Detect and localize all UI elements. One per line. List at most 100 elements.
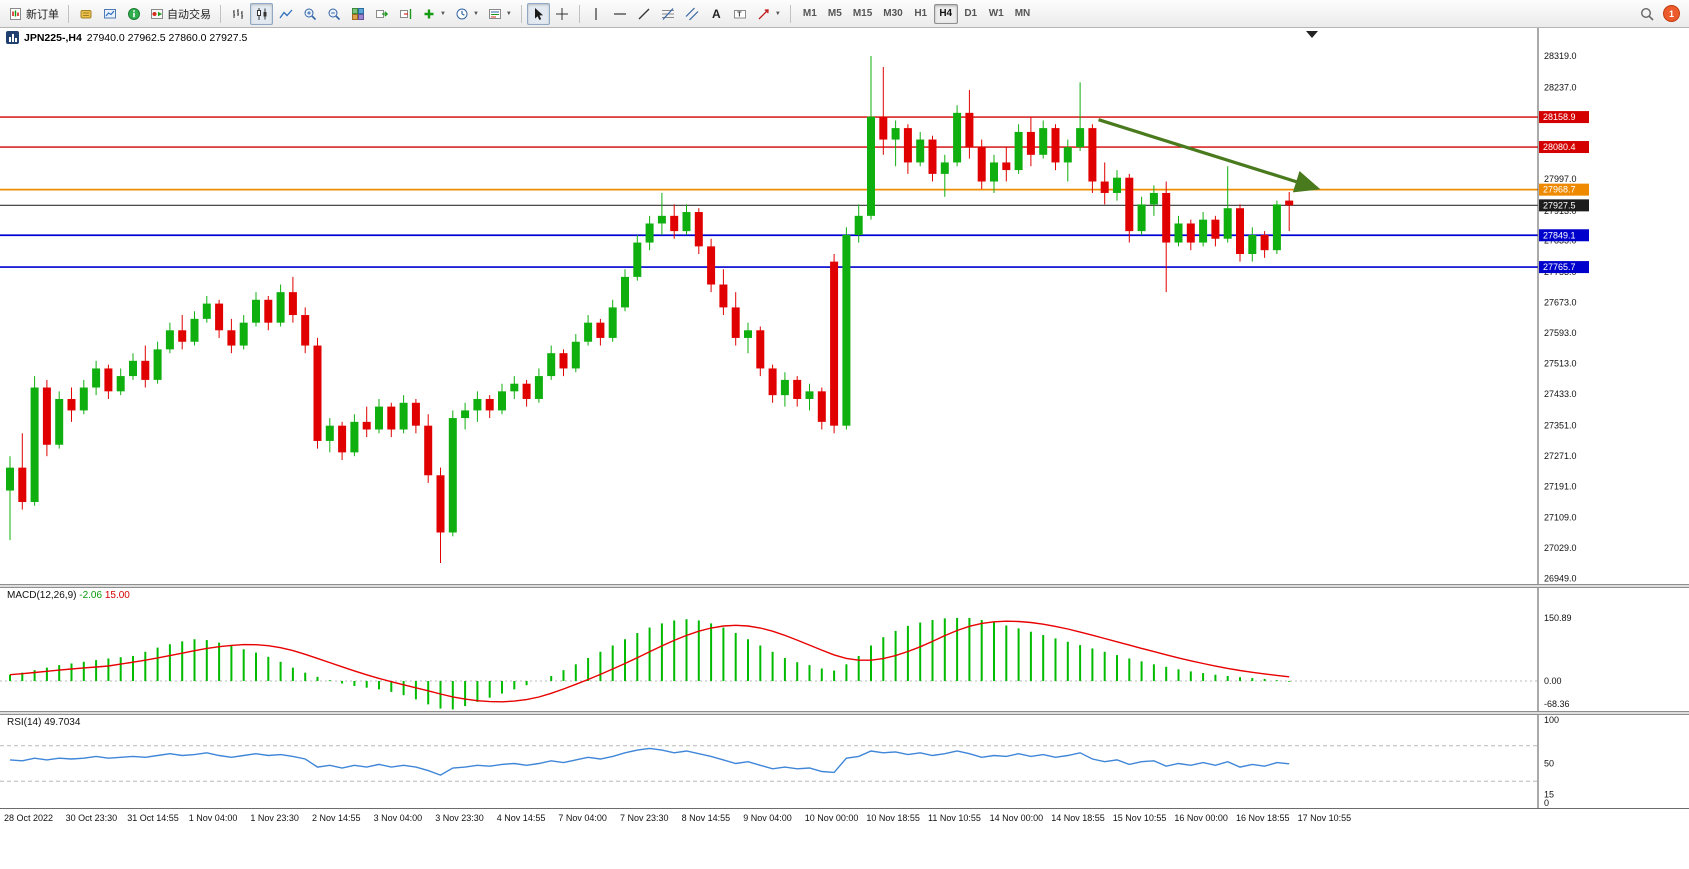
auto-scroll-icon (375, 7, 389, 21)
svg-text:27433.0: 27433.0 (1544, 389, 1577, 399)
toolbar: 新订单 自动交易 ▼ ▼ ▼ A T ▼ M (0, 0, 1689, 28)
svg-text:27673.0: 27673.0 (1544, 297, 1577, 307)
template-icon (488, 7, 502, 21)
profiles-icon (79, 7, 93, 21)
label-button[interactable]: T (729, 3, 752, 25)
svg-text:27849.1: 27849.1 (1543, 230, 1576, 240)
time-axis-label: 16 Nov 18:55 (1236, 813, 1290, 823)
shapes-button[interactable]: ▼ (753, 3, 785, 25)
auto-trading-button[interactable]: 自动交易 (146, 3, 215, 25)
svg-text:-68.36: -68.36 (1544, 699, 1570, 709)
chevron-down-icon: ▼ (440, 10, 446, 17)
timeframe-button-mn[interactable]: MN (1010, 4, 1036, 24)
periods-button[interactable]: ▼ (451, 3, 483, 25)
svg-text:28319.0: 28319.0 (1544, 51, 1577, 61)
svg-text:27351.0: 27351.0 (1544, 420, 1577, 430)
timeframe-button-h4[interactable]: H4 (933, 3, 958, 24)
trendline-button[interactable] (633, 3, 656, 25)
svg-text:27593.0: 27593.0 (1544, 328, 1577, 338)
crosshair-icon (555, 7, 569, 21)
candlestick-icon (255, 7, 269, 21)
toolbar-separator (220, 4, 221, 23)
text-label-icon: T (733, 7, 747, 21)
price-chart-panel[interactable]: 28319.028237.027997.027913.027835.027753… (0, 28, 1689, 584)
zoom-out-button[interactable] (322, 3, 345, 25)
time-axis-label: 4 Nov 14:55 (496, 813, 546, 823)
auto-trading-icon (150, 7, 164, 21)
svg-text:28237.0: 28237.0 (1544, 82, 1577, 92)
templates-button[interactable]: ▼ (484, 3, 516, 25)
channel-button[interactable] (681, 3, 704, 25)
timeframe-button-m5[interactable]: M5 (823, 4, 847, 24)
panel-divider[interactable] (0, 584, 1689, 588)
profiles-button[interactable] (74, 3, 97, 25)
timeframe-button-d1[interactable]: D1 (959, 4, 983, 24)
timeframe-button-h1[interactable]: H1 (909, 4, 933, 24)
svg-text:100: 100 (1544, 715, 1559, 725)
search-icon (1640, 7, 1654, 21)
svg-text:T: T (738, 11, 743, 18)
time-axis-label: 11 Nov 10:55 (928, 813, 981, 823)
macd-signal-line (9, 620, 1290, 703)
macd-label: MACD(12,26,9) -2.06 15.00 (7, 590, 130, 601)
time-axis-label: 3 Nov 23:30 (435, 813, 484, 823)
notification-badge[interactable]: 1 (1663, 5, 1680, 22)
svg-text:27765.7: 27765.7 (1543, 262, 1576, 272)
svg-text:27271.0: 27271.0 (1544, 451, 1577, 461)
vertical-line-icon (589, 7, 603, 21)
horizontal-line-button[interactable] (609, 3, 632, 25)
new-order-button[interactable]: 新订单 (5, 3, 63, 25)
timeframe-button-m1[interactable]: M1 (798, 4, 822, 24)
rsi-axis-labels: 100 50 150 (1544, 715, 1559, 808)
line-chart-button[interactable] (274, 3, 297, 25)
charts-window-button[interactable] (98, 3, 121, 25)
vertical-line-button[interactable] (585, 3, 608, 25)
time-axis-label: 8 Nov 14:55 (681, 813, 731, 823)
zoom-in-icon (303, 7, 317, 21)
rsi-label: RSI(14) 49.7034 (7, 717, 81, 728)
svg-text:15: 15 (1544, 790, 1554, 800)
time-axis[interactable]: 28 Oct 2022 30 Oct 23:30 31 Oct 14:55 1 Nov… (0, 808, 1689, 827)
tile-windows-button[interactable] (346, 3, 369, 25)
chart-shift-button[interactable] (394, 3, 417, 25)
cursor-button[interactable] (526, 2, 550, 25)
search-button[interactable] (1635, 3, 1658, 25)
time-axis-label: 16 Nov 00:00 (1174, 813, 1228, 823)
zoom-in-button[interactable] (298, 3, 321, 25)
mt4-window: 新订单 自动交易 ▼ ▼ ▼ A T ▼ M (0, 0, 1689, 827)
add-indicator-icon (422, 7, 436, 21)
price-chart-canvas[interactable]: 28319.028237.027997.027913.027835.027753… (0, 28, 1689, 584)
rsi-panel[interactable]: 100 50 15 0 RSI(14) 49.7034 (0, 715, 1689, 808)
auto-scroll-button[interactable] (370, 3, 393, 25)
timeframe-button-m30[interactable]: M30 (878, 4, 907, 24)
text-button[interactable]: A (705, 3, 728, 25)
time-axis-label: 10 Nov 18:55 (866, 813, 920, 823)
timeframe-button-w1[interactable]: W1 (984, 4, 1009, 24)
crosshair-button[interactable] (551, 3, 574, 25)
tile-windows-icon (351, 7, 365, 21)
rsi-canvas[interactable]: 100 50 150 (0, 715, 1689, 808)
toolbar-separator (68, 4, 69, 23)
price-badges: 28158.9 28080.4 27968.7 27927.5 27849.1 27765… (1539, 111, 1589, 274)
chart-window-icon (103, 7, 117, 21)
macd-canvas[interactable]: 150.89 0.00 -68.36 (0, 588, 1689, 711)
chevron-down-icon: ▼ (774, 10, 781, 17)
macd-panel[interactable]: 150.89 0.00 -68.36 MACD(12,26,9) -2.06 15.… (0, 588, 1689, 711)
info-button[interactable] (122, 3, 145, 25)
bar-chart-icon (231, 7, 245, 21)
time-axis-label: 28 Oct 2022 (4, 813, 54, 823)
time-axis-label: 17 Nov 10:55 (1297, 813, 1352, 823)
rsi-line (9, 747, 1290, 776)
svg-text:28158.9: 28158.9 (1543, 112, 1576, 122)
new-order-icon (9, 7, 23, 21)
fibonacci-button[interactable] (657, 3, 680, 25)
timeframe-group: M1 M5 M15 M30 H1 H4 D1 W1 MN (798, 3, 1036, 24)
chart-title-tab[interactable]: JPN225-,H4 27940.0 27962.5 27860.0 27927… (6, 31, 247, 44)
candlestick-chart-button[interactable] (250, 2, 273, 25)
indicators-button[interactable]: ▼ (418, 3, 450, 25)
timeframe-button-m15[interactable]: M15 (848, 4, 877, 24)
bar-chart-button[interactable] (226, 3, 249, 25)
panel-divider[interactable] (0, 711, 1689, 715)
svg-text:27997.0: 27997.0 (1544, 174, 1577, 184)
time-axis-label: 31 Oct 14:55 (127, 813, 179, 823)
